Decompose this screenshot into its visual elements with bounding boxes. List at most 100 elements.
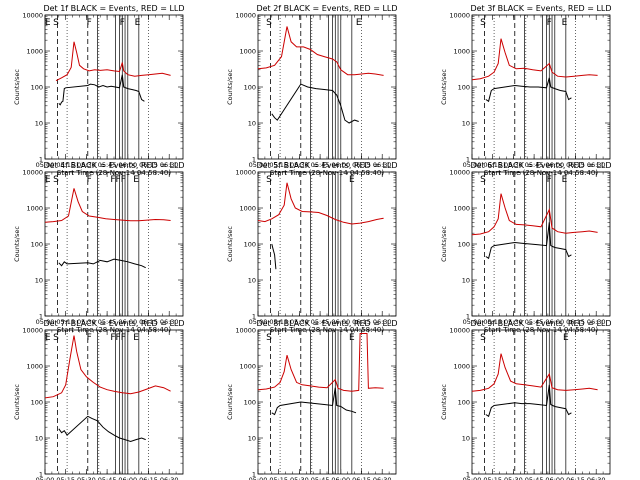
x-tick-label: 06:30 [587, 318, 606, 326]
x-tick-label: 05:45 [525, 161, 544, 169]
panel-title: Det 5f BLACK = Events, RED = LLD [256, 161, 397, 170]
x-tick-label: 05:30 [504, 476, 523, 480]
panel-title: Det 7f BLACK = Events, RED = LLD [43, 319, 184, 328]
plot-frame [44, 171, 184, 317]
event-marker: S [53, 333, 59, 343]
x-tick-label: 05:45 [98, 318, 117, 326]
event-marker: S [266, 18, 272, 28]
x-tick-label: 05:45 [311, 476, 330, 480]
x-tick-label: 05:15 [269, 318, 288, 326]
y-tick-label: 10000 [449, 11, 470, 19]
event-marker: E [45, 18, 51, 28]
y-tick-label: 1000 [239, 47, 256, 55]
y-axis-label: Counts/sec [440, 226, 448, 262]
events-series-line [271, 387, 357, 416]
x-tick-label: 05:30 [77, 476, 96, 480]
y-tick-label: 1 [252, 470, 256, 478]
lld-series-line [55, 41, 171, 82]
event-marker: S [480, 18, 486, 28]
y-tick-label: 10 [462, 434, 470, 442]
lld-series-line [472, 353, 598, 392]
plot-frame [44, 329, 184, 475]
x-tick-label: 06:30 [373, 476, 392, 480]
y-tick-label: 100 [458, 83, 470, 91]
x-tick-label: 06:15 [139, 476, 158, 480]
lld-series-line [472, 38, 598, 81]
lld-series-line [258, 333, 384, 392]
lld-series-line [45, 188, 171, 223]
y-tick-label: 1000 [239, 204, 256, 212]
y-tick-label: 1 [252, 312, 256, 320]
y-tick-label: 10 [35, 119, 43, 127]
y-tick-label: 1000 [26, 204, 43, 212]
x-tick-label: 06:15 [566, 476, 585, 480]
y-tick-label: 10 [248, 434, 256, 442]
x-tick-label: 06:30 [373, 318, 392, 326]
event-marker: F [87, 18, 92, 28]
panel-title: Det 6f BLACK = Events, RED = LLD [470, 161, 611, 170]
event-marker: E [133, 333, 139, 343]
x-tick-label: 05:15 [56, 161, 75, 169]
x-tick-label: 05:15 [269, 476, 288, 480]
event-marker: S [53, 18, 59, 28]
y-axis-label: Counts/sec [13, 226, 21, 262]
event-marker: FFF [110, 333, 126, 343]
detector-panel: Det 9f BLACK = Events, RED = LLD 1 10 100 10… [440, 319, 612, 480]
y-tick-label: 100 [244, 83, 256, 91]
event-marker: F [547, 18, 552, 28]
x-tick-label: 05:45 [311, 161, 330, 169]
y-tick-label: 1 [466, 470, 470, 478]
x-tick-label: 06:00 [545, 318, 564, 326]
x-tick-label: 05:30 [290, 476, 309, 480]
y-axis-label: Counts/sec [440, 384, 448, 420]
y-axis-label: Counts/sec [226, 384, 234, 420]
y-tick-label: 1 [466, 155, 470, 163]
x-tick-label: 05:45 [525, 476, 544, 480]
panel-title: Det 8f BLACK = Events, RED = LLD [256, 319, 397, 328]
y-tick-label: 1000 [453, 204, 470, 212]
y-tick-label: 10 [248, 276, 256, 284]
y-tick-label: 1000 [453, 47, 470, 55]
x-tick-label: 06:30 [160, 161, 179, 169]
y-tick-label: 100 [31, 398, 43, 406]
event-marker: E [349, 333, 355, 343]
lld-series-line [45, 335, 171, 399]
y-tick-label: 10000 [22, 326, 43, 334]
y-tick-label: 10000 [22, 168, 43, 176]
event-marker: S [53, 175, 59, 185]
y-tick-label: 1 [39, 155, 43, 163]
panel-title: Det 1f BLACK = Events, RED = LLD [43, 4, 184, 13]
detector-panel: Det 1f BLACK = Events, RED = LLD 1 10 100 10… [13, 4, 185, 177]
x-tick-label: 05:00 [36, 318, 55, 326]
x-tick-label: 06:00 [118, 161, 137, 169]
detector-panel: Det 8f BLACK = Events, RED = LLD 1 10 100 10… [226, 319, 398, 480]
x-tick-label: 05:30 [290, 318, 309, 326]
event-marker: E [349, 175, 355, 185]
y-tick-label: 10000 [235, 11, 256, 19]
detector-panel: Det 5f BLACK = Events, RED = LLD 1 10 100 10… [226, 161, 398, 334]
x-tick-label: 05:15 [56, 476, 75, 480]
event-marker: F [120, 18, 125, 28]
event-marker: E [133, 175, 139, 185]
panel-title: Det 3f BLACK = Events, RED = LLD [470, 4, 611, 13]
events-series-line [485, 384, 572, 418]
x-tick-label: 05:30 [77, 161, 96, 169]
x-tick-label: 06:30 [373, 161, 392, 169]
x-tick-label: 06:00 [331, 476, 350, 480]
x-tick-label: 06:15 [566, 318, 585, 326]
y-tick-label: 100 [244, 398, 256, 406]
y-tick-label: 100 [31, 240, 43, 248]
event-marker: S [266, 175, 272, 185]
events-series-line [58, 258, 146, 269]
detector-panel: Det 3f BLACK = Events, RED = LLD 1 10 100 10… [440, 4, 612, 177]
x-tick-label: 06:15 [566, 161, 585, 169]
event-marker: E [135, 18, 141, 28]
event-marker: S [480, 175, 486, 185]
x-tick-label: 05:00 [463, 161, 482, 169]
events-series-line [485, 222, 572, 260]
x-tick-label: 06:00 [118, 476, 137, 480]
y-tick-label: 1 [466, 312, 470, 320]
x-tick-label: 05:15 [56, 318, 75, 326]
x-tick-label: 05:30 [77, 318, 96, 326]
